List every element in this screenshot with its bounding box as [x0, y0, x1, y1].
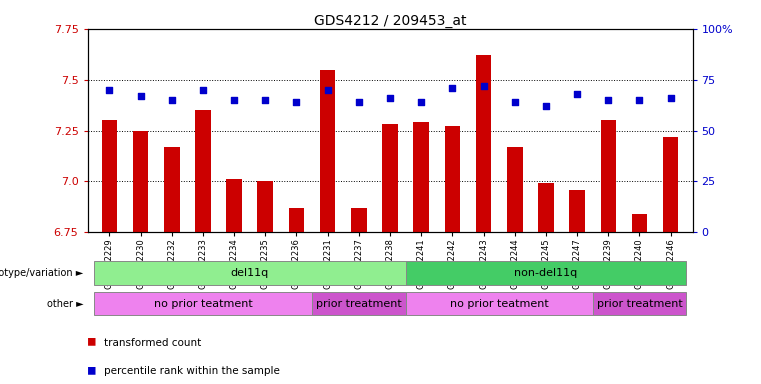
- Bar: [632, 214, 648, 232]
- Bar: [406, 292, 593, 316]
- Point: [602, 97, 614, 103]
- Point: [197, 87, 209, 93]
- Point: [664, 95, 677, 101]
- Text: no prior teatment: no prior teatment: [154, 299, 253, 309]
- Bar: [569, 190, 585, 232]
- Bar: [351, 208, 367, 232]
- Point: [633, 97, 645, 103]
- Bar: [164, 147, 180, 232]
- Point: [228, 97, 240, 103]
- Bar: [663, 137, 679, 232]
- Bar: [94, 292, 312, 316]
- Text: ■: ■: [88, 363, 103, 376]
- Bar: [600, 120, 616, 232]
- Bar: [226, 179, 242, 232]
- Bar: [406, 261, 686, 285]
- Point: [415, 99, 427, 105]
- Point: [446, 85, 458, 91]
- Bar: [132, 131, 148, 232]
- Point: [384, 95, 396, 101]
- Bar: [320, 70, 336, 232]
- Text: percentile rank within the sample: percentile rank within the sample: [104, 366, 280, 376]
- Point: [322, 87, 334, 93]
- Bar: [94, 261, 406, 285]
- Text: prior treatment: prior treatment: [597, 299, 683, 309]
- Text: transformed count: transformed count: [104, 338, 202, 348]
- Bar: [288, 208, 304, 232]
- Point: [477, 83, 489, 89]
- Point: [353, 99, 365, 105]
- Bar: [312, 292, 406, 316]
- Text: other ►: other ►: [47, 299, 84, 309]
- Point: [291, 99, 303, 105]
- Point: [540, 103, 552, 109]
- Text: ■: ■: [88, 334, 103, 348]
- Point: [508, 99, 521, 105]
- Title: GDS4212 / 209453_at: GDS4212 / 209453_at: [314, 14, 466, 28]
- Point: [260, 97, 272, 103]
- Point: [166, 97, 178, 103]
- Bar: [413, 122, 429, 232]
- Bar: [257, 181, 273, 232]
- Bar: [195, 110, 211, 232]
- Bar: [444, 126, 460, 232]
- Bar: [538, 184, 554, 232]
- Text: prior treatment: prior treatment: [316, 299, 402, 309]
- Bar: [507, 147, 523, 232]
- Text: genotype/variation ►: genotype/variation ►: [0, 268, 84, 278]
- Point: [103, 87, 116, 93]
- Point: [135, 93, 147, 99]
- Text: no prior teatment: no prior teatment: [450, 299, 549, 309]
- Bar: [382, 124, 398, 232]
- Point: [571, 91, 583, 97]
- Bar: [476, 55, 492, 232]
- Text: non-del11q: non-del11q: [514, 268, 578, 278]
- Bar: [593, 292, 686, 316]
- Text: del11q: del11q: [231, 268, 269, 278]
- Bar: [101, 120, 117, 232]
